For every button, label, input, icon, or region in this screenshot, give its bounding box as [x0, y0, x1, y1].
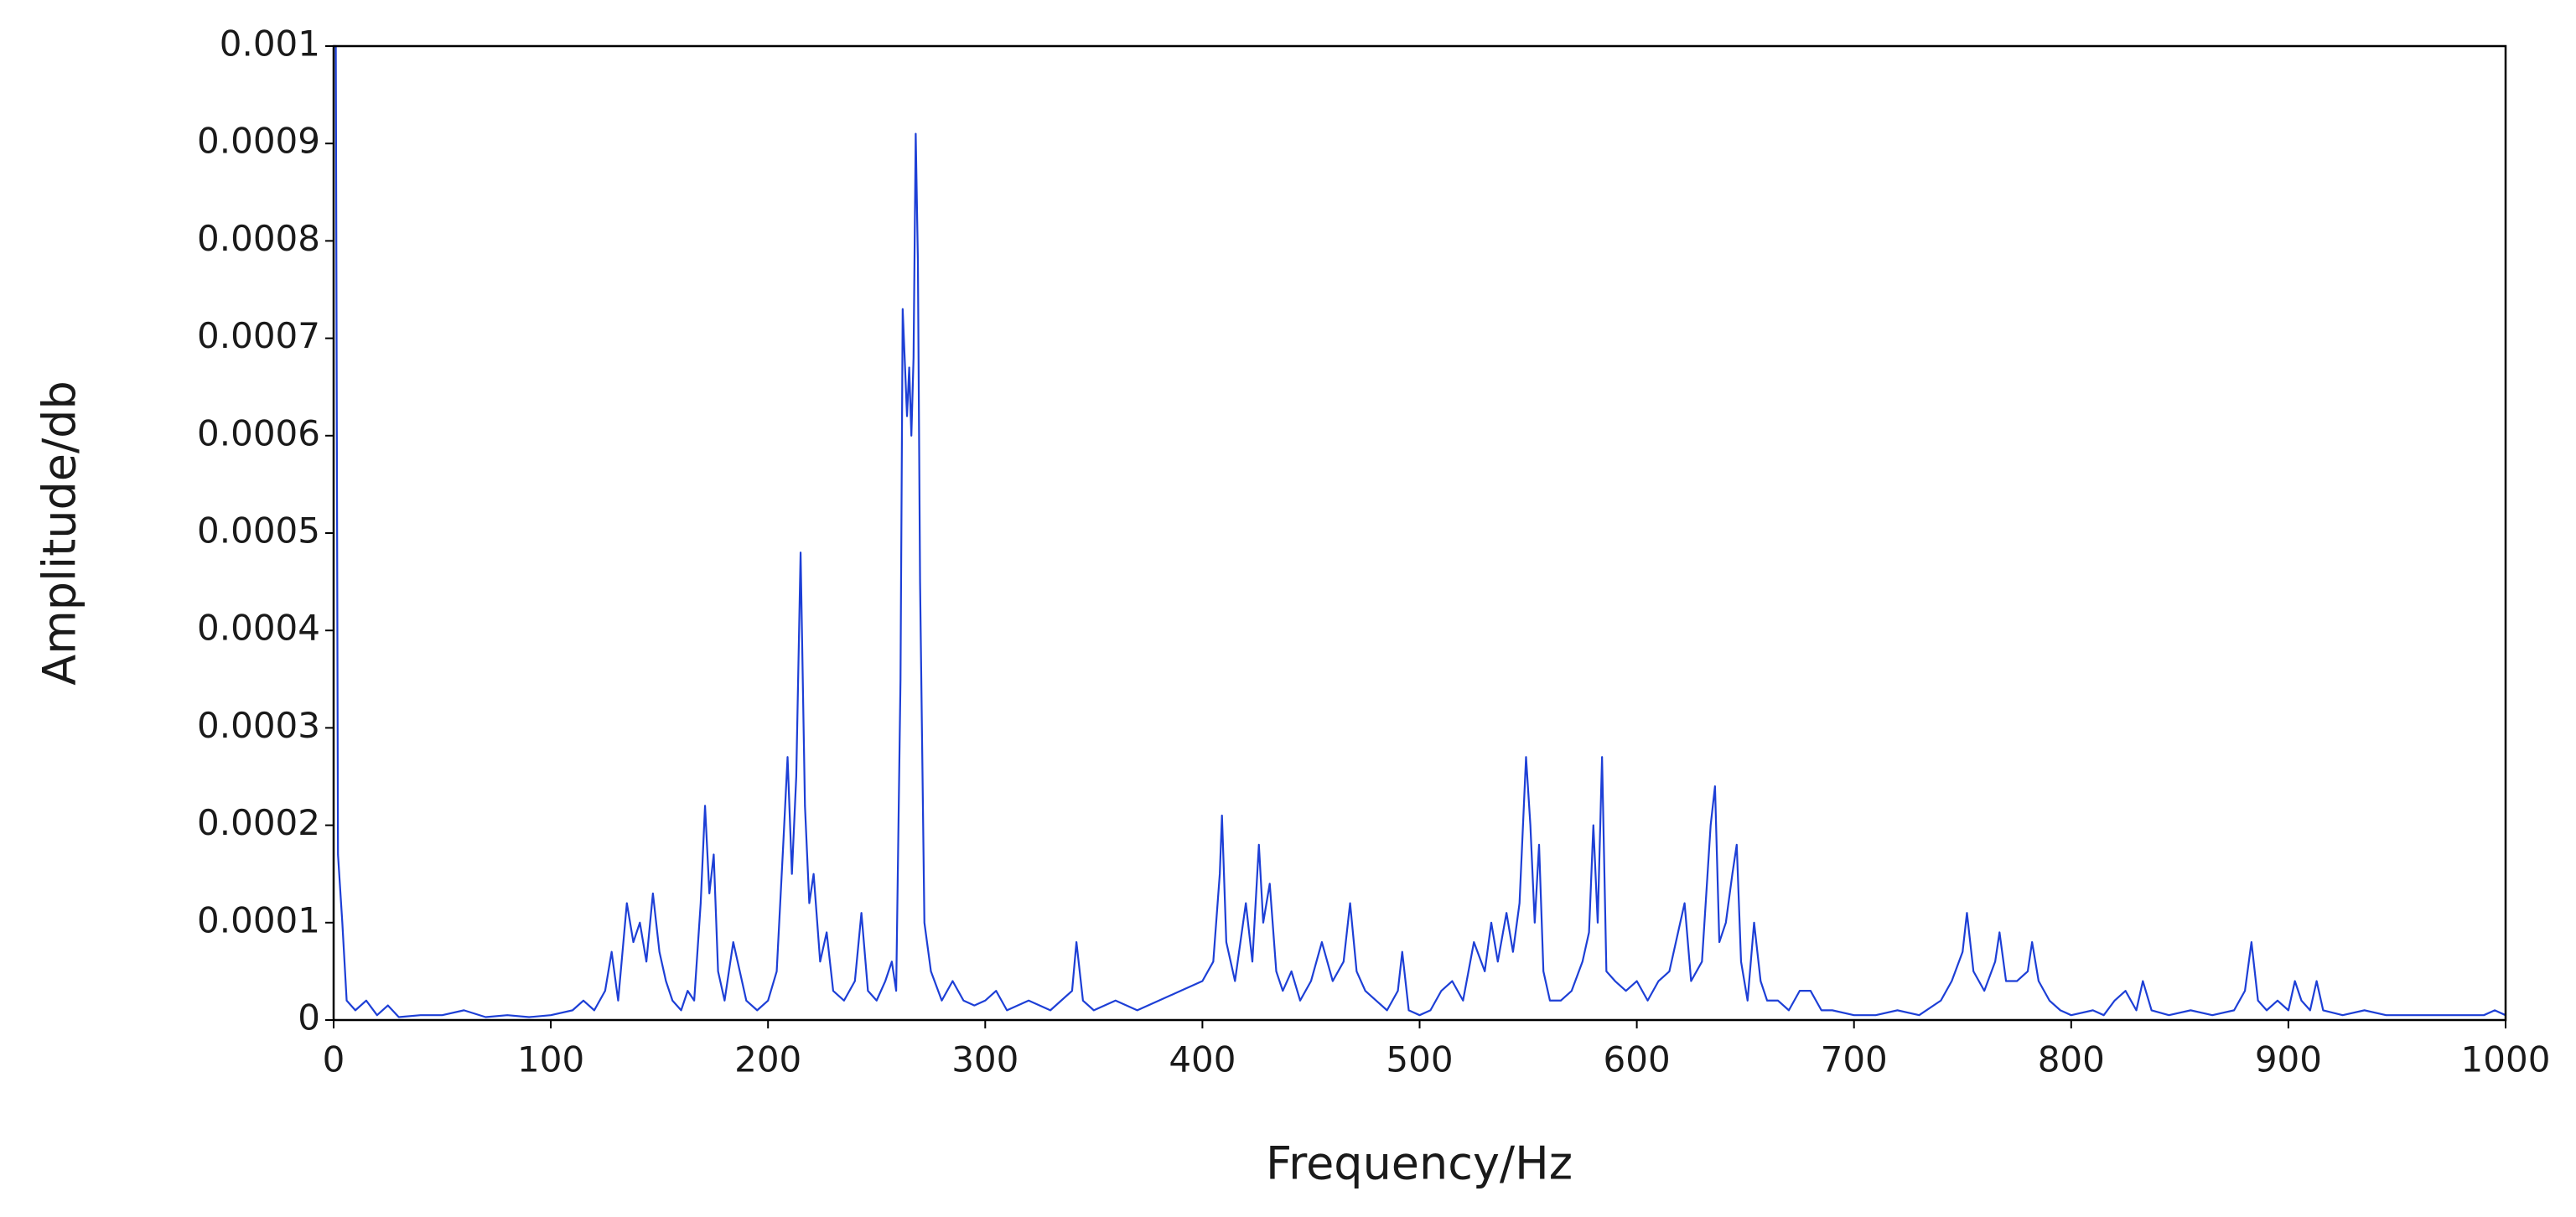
x-tick-label: 200 — [734, 1039, 801, 1080]
y-tick-label: 0.0008 — [197, 218, 320, 259]
y-tick-label: 0.0005 — [197, 510, 320, 552]
y-axis-title: Amplitude/db — [34, 381, 86, 685]
x-axis-title: Frequency/Hz — [1266, 1137, 1573, 1190]
y-tick-label: 0.001 — [220, 23, 320, 65]
y-tick-label: 0.0006 — [197, 412, 320, 453]
x-tick-label: 700 — [1821, 1039, 1888, 1080]
x-tick-label: 900 — [2255, 1039, 2322, 1080]
x-tick-label: 600 — [1604, 1039, 1671, 1080]
x-tick-label: 800 — [2038, 1039, 2105, 1080]
y-tick-label: 0.0001 — [197, 899, 320, 940]
x-tick-label: 500 — [1386, 1039, 1453, 1080]
x-tick-label: 300 — [951, 1039, 1018, 1080]
y-tick-label: 0.0004 — [197, 608, 320, 649]
x-tick-label: 400 — [1169, 1039, 1236, 1080]
x-tick-label: 1000 — [2461, 1039, 2551, 1080]
y-tick-label: 0.0009 — [197, 121, 320, 162]
y-tick-label: 0.0003 — [197, 705, 320, 746]
y-tick-label: 0.0007 — [197, 315, 320, 356]
spectrum-line — [334, 44, 2506, 1018]
x-tick-label: 100 — [517, 1039, 584, 1080]
x-tick-label: 0 — [323, 1039, 345, 1080]
plot-frame — [332, 44, 2507, 1022]
y-tick-label: 0.0002 — [197, 802, 320, 843]
y-tick-label: 0 — [298, 997, 320, 1038]
